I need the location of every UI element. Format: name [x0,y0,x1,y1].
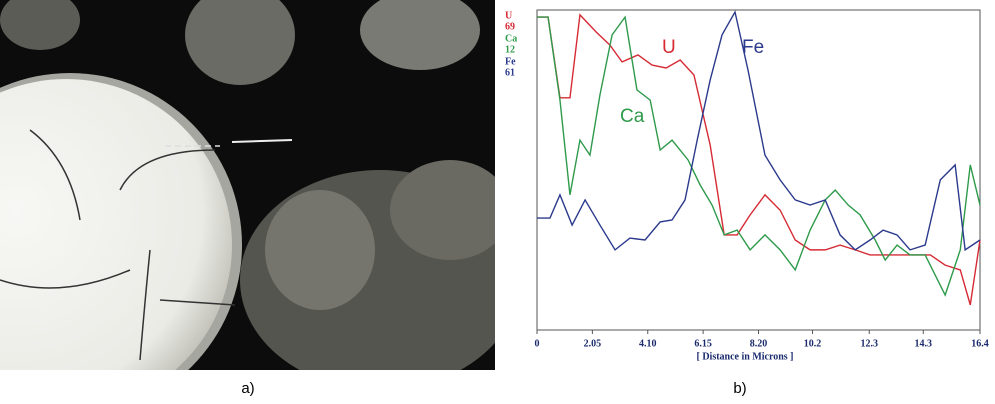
x-tick-label: 2.05 [584,338,602,349]
legend-name: Ca [505,33,517,44]
x-tick-label: 16.4 [971,338,989,349]
legend-name: Fe [505,56,516,67]
x-tick-label: 8.20 [750,338,768,349]
x-tick-label: 0 [535,338,540,349]
legend-scale: 12 [505,44,515,55]
legend-scale: 69 [505,21,515,32]
x-tick-label: 12.3 [861,338,879,349]
x-axis-label: [ Distance in Microns ] [696,351,793,362]
x-tick-label: 6.15 [694,338,712,349]
panel-label: b) [733,380,746,397]
data-line [537,13,981,306]
x-tick-label: 14.3 [915,338,933,349]
series-annotation: U [662,37,676,58]
legend-name: U [505,10,512,21]
data-line [537,10,981,252]
series-annotation: Ca [620,106,645,127]
micrograph [0,0,495,370]
x-tick-label: 4.10 [639,338,657,349]
data-line [537,15,981,297]
panel-label: a) [241,380,254,397]
series-annotation: Fe [742,37,764,58]
legend-scale: 61 [505,67,515,78]
x-tick-label: 10.2 [804,338,822,349]
